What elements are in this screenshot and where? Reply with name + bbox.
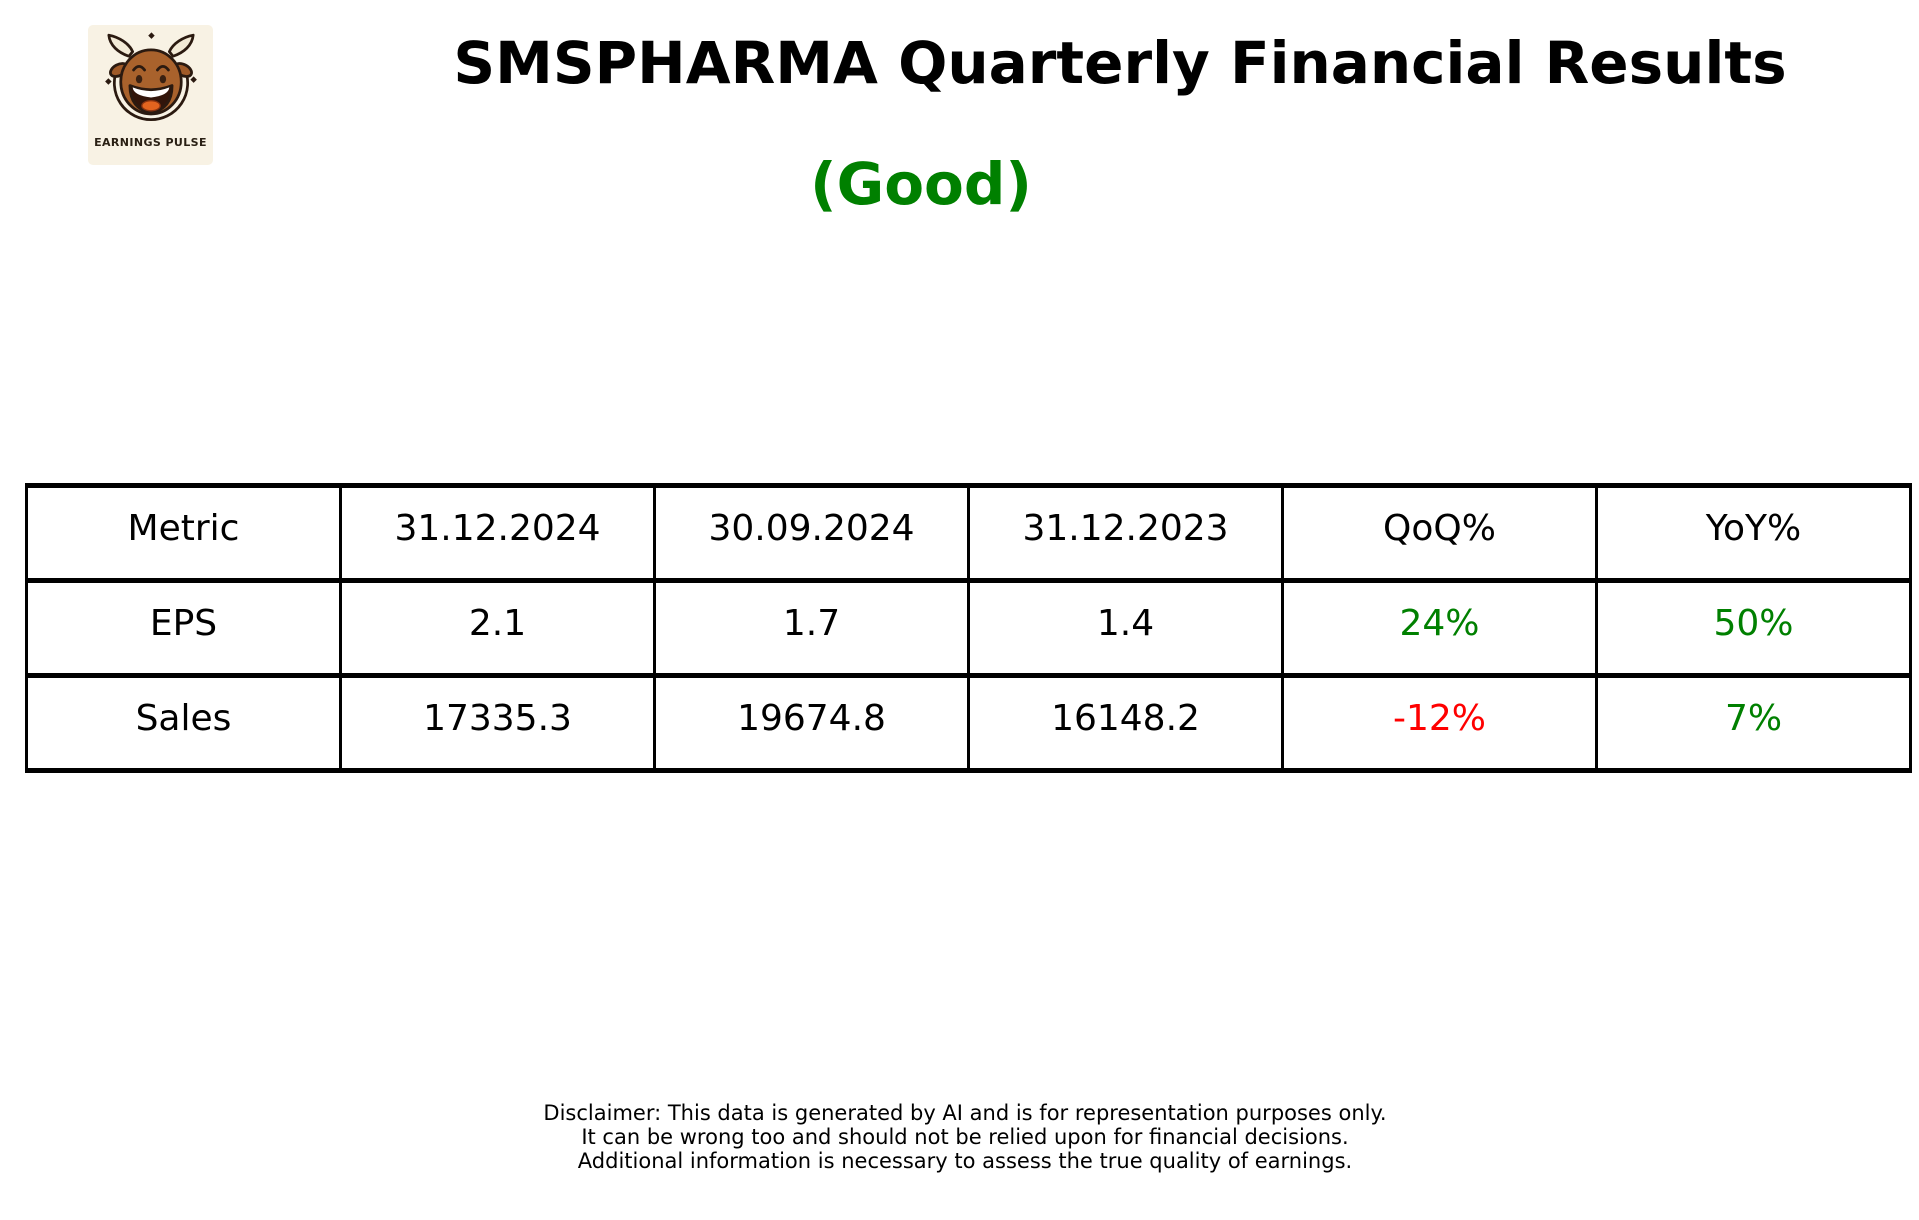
sales-qoq-value: -12%	[1281, 673, 1598, 773]
sales-year-ago-value: 16148.2	[967, 673, 1284, 773]
col-header-previous-quarter: 30.09.2024	[653, 483, 970, 583]
eps-metric-label: EPS	[25, 578, 342, 678]
page-title: SMSPHARMA Quarterly Financial Results	[453, 29, 1787, 97]
sales-metric-label: Sales	[25, 673, 342, 773]
eps-current-value: 2.1	[339, 578, 656, 678]
sales-yoy-value: 7%	[1595, 673, 1912, 773]
eps-year-ago-value: 1.4	[967, 578, 1284, 678]
disclaimer: Disclaimer: This data is generated by AI…	[543, 1101, 1386, 1173]
sales-previous-value: 19674.8	[653, 673, 970, 773]
table-row-eps: EPS 2.1 1.7 1.4 24% 50%	[25, 578, 1912, 678]
col-header-current-quarter: 31.12.2024	[339, 483, 656, 583]
brand-name: EARNINGS PULSE	[94, 136, 207, 149]
col-header-yoy: YoY%	[1595, 483, 1912, 583]
sales-current-value: 17335.3	[339, 673, 656, 773]
laughing-bull-icon	[104, 32, 197, 121]
disclaimer-line-2: It can be wrong too and should not be re…	[581, 1125, 1349, 1149]
col-header-qoq: QoQ%	[1281, 483, 1598, 583]
eps-previous-value: 1.7	[653, 578, 970, 678]
quality-rating: (Good)	[810, 150, 1032, 218]
table-header-row: Metric 31.12.2024 30.09.2024 31.12.2023 …	[25, 483, 1912, 583]
disclaimer-line-1: Disclaimer: This data is generated by AI…	[543, 1101, 1387, 1125]
table-row-sales: Sales 17335.3 19674.8 16148.2 -12% 7%	[25, 673, 1912, 773]
col-header-metric: Metric	[25, 483, 342, 583]
brand-logo: EARNINGS PULSE	[88, 25, 213, 165]
financial-results-table: Metric 31.12.2024 30.09.2024 31.12.2023 …	[25, 483, 1912, 773]
disclaimer-line-3: Additional information is necessary to a…	[577, 1149, 1353, 1173]
eps-yoy-value: 50%	[1595, 578, 1912, 678]
col-header-year-ago-quarter: 31.12.2023	[967, 483, 1284, 583]
eps-qoq-value: 24%	[1281, 578, 1598, 678]
